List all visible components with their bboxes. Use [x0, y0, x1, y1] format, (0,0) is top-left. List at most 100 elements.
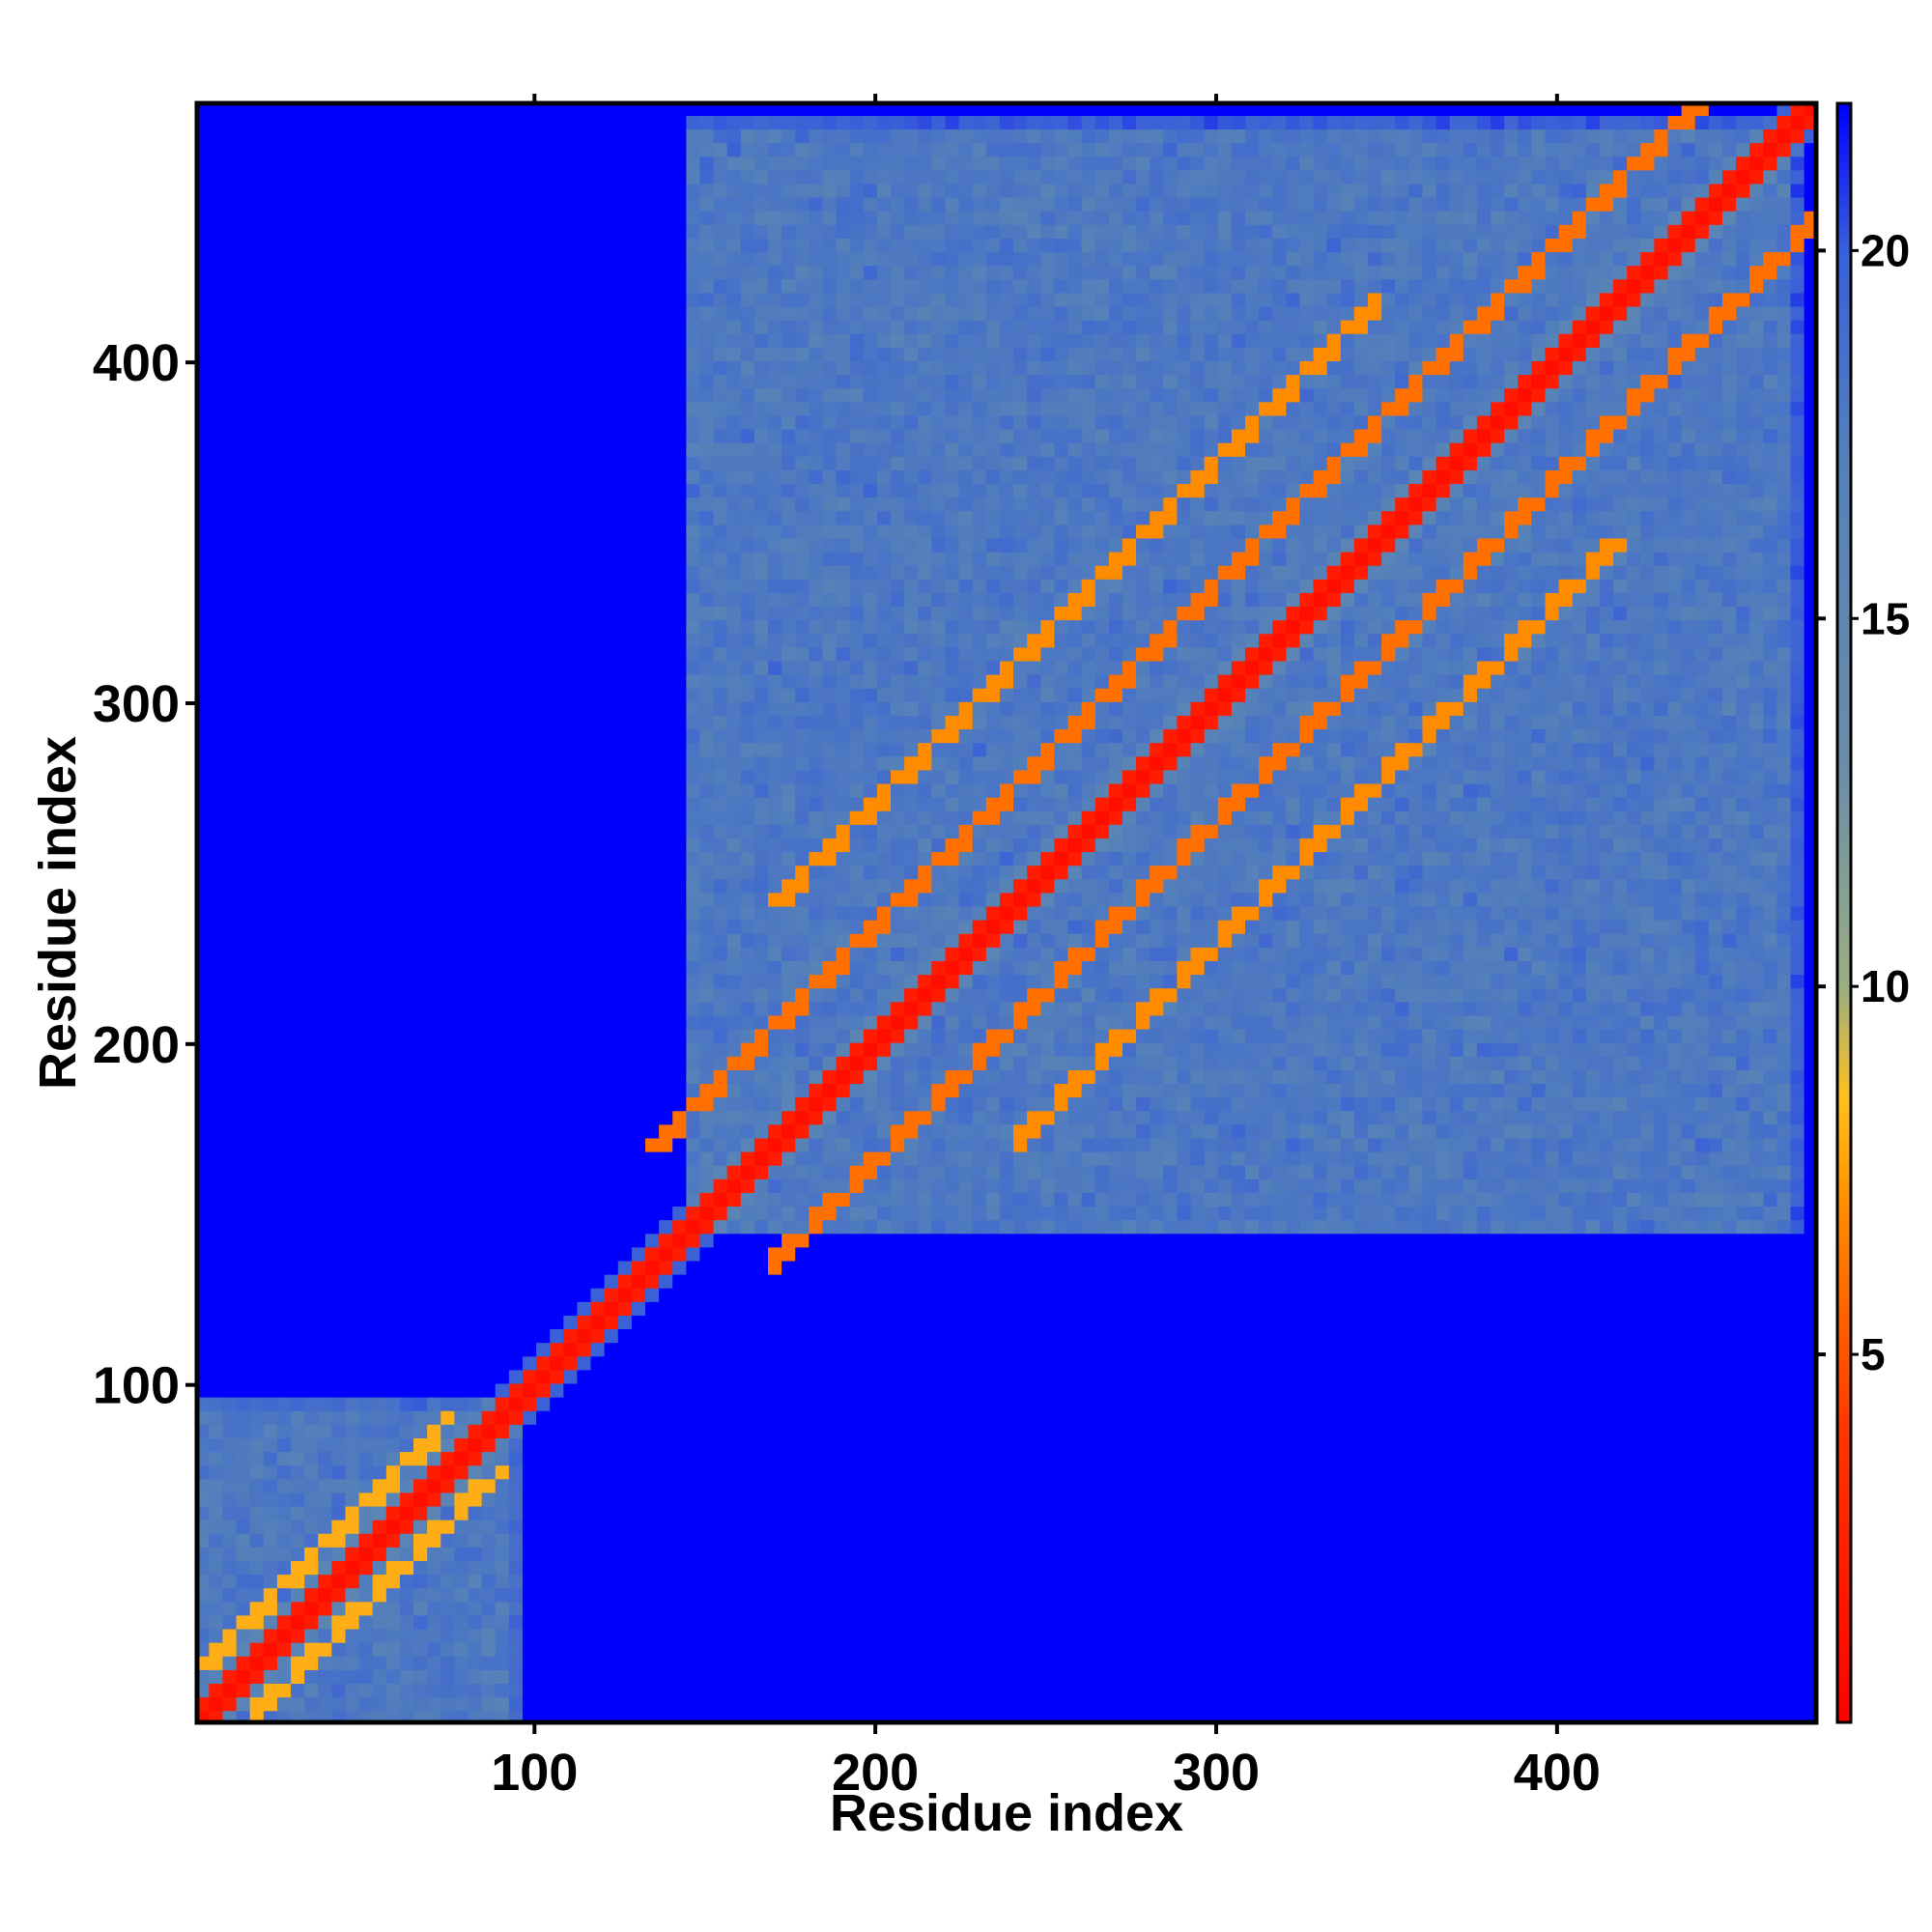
- heatmap-cell: [686, 1587, 701, 1603]
- heatmap-cell: [1708, 1628, 1723, 1643]
- heatmap-cell: [863, 1642, 878, 1657]
- heatmap-cell: [1681, 1669, 1696, 1685]
- heatmap-cell: [891, 1233, 905, 1248]
- heatmap-cell: [1599, 1437, 1614, 1453]
- heatmap-cell: [276, 1492, 292, 1507]
- heatmap-cell: [1599, 1328, 1614, 1344]
- heatmap-cell: [1108, 1410, 1123, 1425]
- heatmap-cell: [536, 1696, 551, 1712]
- heatmap-cell: [781, 1464, 796, 1480]
- heatmap-cell: [672, 1206, 687, 1221]
- heatmap-cell: [1340, 1505, 1355, 1520]
- heatmap-cell: [1272, 1424, 1287, 1438]
- heatmap-cell: [1749, 1492, 1764, 1507]
- heatmap-cell: [590, 1601, 606, 1616]
- heatmap-cell: [372, 1233, 387, 1248]
- heatmap-cell: [495, 1696, 510, 1712]
- heatmap-cell: [1776, 1656, 1792, 1670]
- heatmap-cell: [1217, 1710, 1233, 1723]
- heatmap-cell: [822, 1165, 838, 1179]
- heatmap-cell: [999, 1219, 1014, 1235]
- heatmap-cell: [1491, 1179, 1505, 1193]
- heatmap-cell: [577, 1710, 592, 1723]
- heatmap-cell: [1667, 1683, 1683, 1698]
- heatmap-cell: [454, 1369, 469, 1384]
- heatmap-cell: [999, 1315, 1014, 1330]
- heatmap-cell: [1163, 1206, 1179, 1221]
- heatmap-cell: [1027, 1710, 1041, 1723]
- heatmap-cell: [1435, 1315, 1451, 1330]
- heatmap-cell: [331, 1547, 347, 1561]
- heatmap-cell: [1027, 1669, 1041, 1685]
- heatmap-cell: [331, 1656, 347, 1670]
- heatmap-cell: [1599, 1260, 1614, 1275]
- heatmap-cell: [495, 1179, 510, 1193]
- heatmap-cell: [644, 1492, 660, 1507]
- heatmap-cell: [209, 1355, 224, 1371]
- heatmap-cell: [318, 1451, 332, 1466]
- heatmap-cell: [972, 1574, 987, 1589]
- heatmap-cell: [1463, 1451, 1478, 1466]
- heatmap-cell: [1504, 1464, 1519, 1480]
- heatmap-cell: [1150, 1382, 1164, 1398]
- heatmap-cell: [1040, 1151, 1055, 1166]
- heatmap-cell: [1504, 1288, 1519, 1302]
- heatmap-cell: [686, 1642, 701, 1657]
- heatmap-cell: [1627, 1328, 1641, 1344]
- heatmap-cell: [1340, 1206, 1355, 1221]
- heatmap-cell: [454, 1669, 469, 1685]
- heatmap-cell: [1381, 1656, 1396, 1670]
- heatmap-cell: [1763, 1206, 1778, 1221]
- heatmap-cell: [1381, 1560, 1396, 1576]
- heatmap-cell: [999, 1233, 1014, 1248]
- heatmap-cell: [1286, 1260, 1301, 1275]
- heatmap-cell: [1736, 1410, 1750, 1425]
- heatmap-cell: [1027, 1382, 1041, 1398]
- heatmap-cell: [1804, 1301, 1817, 1316]
- heatmap-cell: [1613, 1165, 1628, 1179]
- heatmap-cell: [1599, 1315, 1614, 1330]
- heatmap-cell: [385, 1165, 401, 1179]
- heatmap-cell: [958, 1260, 974, 1275]
- heatmap-cell: [672, 1520, 687, 1534]
- heatmap-cell: [958, 1547, 974, 1561]
- heatmap-cell: [358, 1246, 374, 1262]
- heatmap-cell: [385, 1464, 401, 1480]
- heatmap-cell: [522, 1492, 537, 1507]
- heatmap-cell: [1667, 1315, 1683, 1330]
- heatmap-cell: [1027, 1369, 1041, 1384]
- heatmap-cell: [1150, 1355, 1164, 1371]
- heatmap-cell: [1790, 1369, 1805, 1384]
- heatmap-cell: [331, 1410, 347, 1425]
- heatmap-cell: [1572, 1219, 1587, 1235]
- heatmap-cell: [1040, 1574, 1055, 1589]
- heatmap-cell: [713, 1710, 728, 1723]
- heatmap-cell: [536, 1382, 551, 1398]
- heatmap-cell: [1708, 1492, 1723, 1507]
- heatmap-cell: [768, 1683, 782, 1698]
- heatmap-cell: [1749, 1246, 1764, 1262]
- heatmap-cell: [372, 1328, 387, 1344]
- heatmap-cell: [753, 1492, 769, 1507]
- heatmap-cell: [1449, 1288, 1464, 1302]
- heatmap-cell: [726, 1165, 742, 1179]
- heatmap-cell: [1299, 1369, 1315, 1384]
- heatmap-cell: [1081, 1233, 1096, 1248]
- heatmap-cell: [863, 1369, 878, 1384]
- heatmap-cell: [631, 1642, 646, 1657]
- heatmap-cell: [1518, 1260, 1532, 1275]
- heatmap-cell: [876, 1710, 892, 1723]
- heatmap-cell: [1572, 1342, 1587, 1357]
- heatmap-cell: [1572, 1424, 1587, 1438]
- heatmap-cell: [1299, 1547, 1315, 1561]
- heatmap-cell: [1163, 1165, 1179, 1179]
- heatmap-cell: [345, 1165, 360, 1179]
- heatmap-cell: [550, 1165, 564, 1179]
- heatmap-cell: [809, 1151, 824, 1166]
- heatmap-cell: [1040, 1397, 1055, 1411]
- heatmap-cell: [1763, 1342, 1778, 1357]
- heatmap-cell: [604, 1424, 619, 1438]
- heatmap-cell: [972, 1683, 987, 1698]
- heatmap-cell: [550, 1710, 564, 1723]
